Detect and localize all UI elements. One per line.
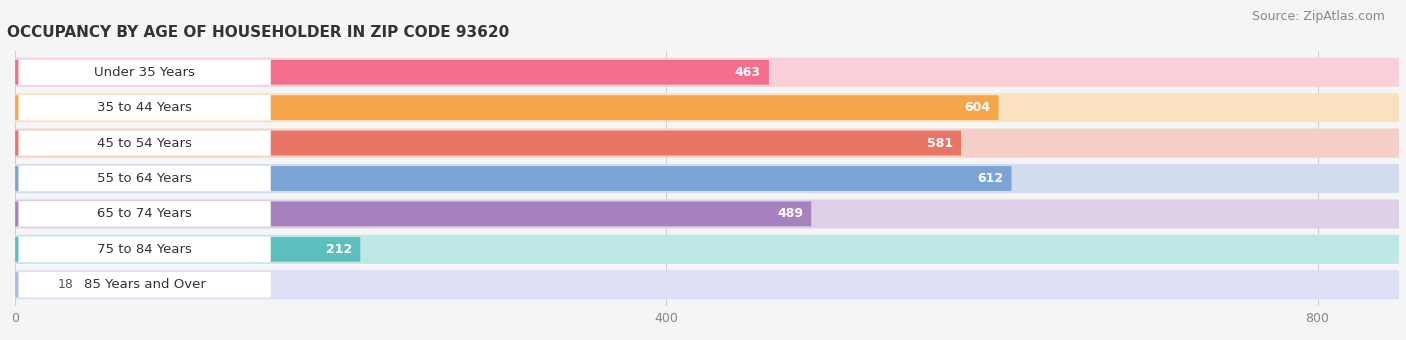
FancyBboxPatch shape <box>15 60 769 85</box>
FancyBboxPatch shape <box>15 58 1399 87</box>
FancyBboxPatch shape <box>15 131 962 155</box>
FancyBboxPatch shape <box>18 59 271 85</box>
Text: Under 35 Years: Under 35 Years <box>94 66 195 79</box>
Text: 65 to 74 Years: 65 to 74 Years <box>97 207 193 220</box>
Text: 604: 604 <box>965 101 990 114</box>
FancyBboxPatch shape <box>18 272 271 298</box>
FancyBboxPatch shape <box>18 237 271 262</box>
FancyBboxPatch shape <box>18 95 271 120</box>
FancyBboxPatch shape <box>18 130 271 156</box>
Text: 581: 581 <box>927 137 953 150</box>
FancyBboxPatch shape <box>15 164 1399 193</box>
Text: 489: 489 <box>778 207 803 220</box>
Text: 75 to 84 Years: 75 to 84 Years <box>97 243 193 256</box>
FancyBboxPatch shape <box>15 93 1399 122</box>
FancyBboxPatch shape <box>15 237 360 262</box>
Text: 85 Years and Over: 85 Years and Over <box>84 278 205 291</box>
FancyBboxPatch shape <box>15 235 1399 264</box>
Text: 55 to 64 Years: 55 to 64 Years <box>97 172 193 185</box>
FancyBboxPatch shape <box>15 272 45 297</box>
Text: OCCUPANCY BY AGE OF HOUSEHOLDER IN ZIP CODE 93620: OCCUPANCY BY AGE OF HOUSEHOLDER IN ZIP C… <box>7 25 509 40</box>
FancyBboxPatch shape <box>15 166 1011 191</box>
Text: 463: 463 <box>735 66 761 79</box>
FancyBboxPatch shape <box>15 270 1399 299</box>
FancyBboxPatch shape <box>15 129 1399 158</box>
FancyBboxPatch shape <box>18 166 271 191</box>
FancyBboxPatch shape <box>15 199 1399 228</box>
FancyBboxPatch shape <box>18 201 271 227</box>
Text: 35 to 44 Years: 35 to 44 Years <box>97 101 193 114</box>
Text: 212: 212 <box>326 243 352 256</box>
Text: 18: 18 <box>58 278 73 291</box>
Text: 45 to 54 Years: 45 to 54 Years <box>97 137 193 150</box>
Text: Source: ZipAtlas.com: Source: ZipAtlas.com <box>1251 10 1385 23</box>
Text: 612: 612 <box>977 172 1004 185</box>
FancyBboxPatch shape <box>15 202 811 226</box>
FancyBboxPatch shape <box>15 95 998 120</box>
